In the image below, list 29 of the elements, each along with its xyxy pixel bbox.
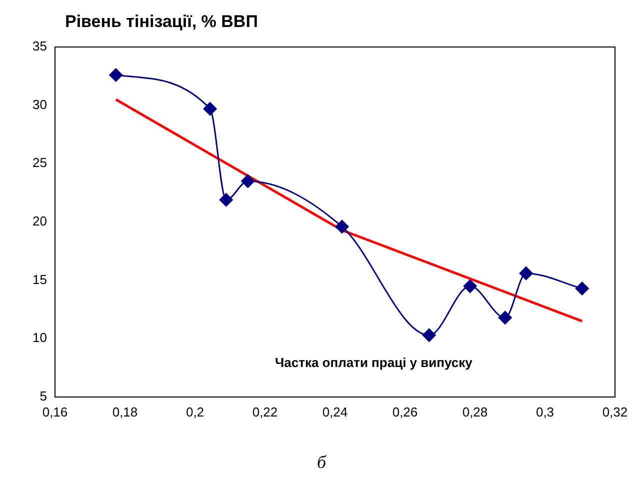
point (203, 102, 217, 116)
y-tick-label: 35 (32, 38, 47, 54)
x-tick-label: 0,18 (112, 404, 138, 420)
text: б (316, 452, 328, 473)
x-tick-label: 0,3 (536, 404, 554, 420)
y-tick-label: 10 (32, 330, 47, 346)
x-tick-label: 0,28 (462, 404, 488, 420)
x-axis-title: Частка оплати праці у випуску (275, 355, 472, 370)
point (498, 310, 512, 324)
point (422, 328, 436, 342)
y-tick-label: 25 (32, 155, 47, 170)
y-tick-label: 15 (32, 272, 47, 287)
point (335, 220, 349, 234)
point (219, 193, 233, 207)
point (463, 279, 477, 293)
y-tick-label: 5 (40, 388, 47, 404)
x-tick-label: 0,16 (42, 404, 68, 420)
y-axis-title: Рівень тінізації, % ВВП (65, 12, 258, 32)
point (109, 68, 123, 82)
y-tick-label: 30 (32, 96, 47, 112)
x-tick-label: 0,2 (186, 404, 204, 420)
point (519, 266, 533, 280)
x-tick-label: 0,22 (252, 404, 278, 420)
point (575, 282, 589, 296)
y-tick-label: 20 (32, 214, 47, 229)
x-tick-label: 0,24 (322, 404, 348, 420)
x-tick-label: 0,32 (602, 404, 628, 420)
point (241, 174, 255, 188)
x-tick-label: 0,26 (392, 404, 418, 420)
